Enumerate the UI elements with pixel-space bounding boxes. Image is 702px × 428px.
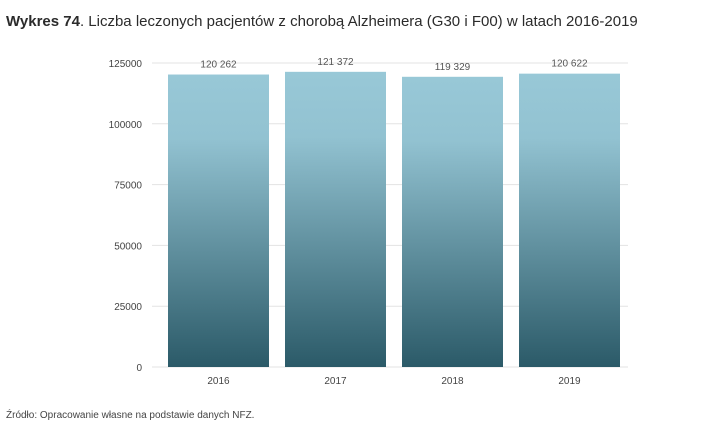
data-label: 120 262 bbox=[200, 60, 237, 71]
x-tick-label: 2018 bbox=[441, 376, 464, 387]
data-label: 121 372 bbox=[317, 57, 354, 68]
x-tick-label: 2019 bbox=[558, 376, 581, 387]
y-axis: 0 25000 50000 75000 100000 125000 bbox=[109, 59, 143, 374]
bar bbox=[285, 71, 386, 367]
x-axis: 2016 2017 2018 2019 bbox=[207, 376, 581, 387]
data-label: 119 329 bbox=[435, 62, 471, 73]
y-tick-label: 0 bbox=[136, 363, 142, 374]
bars bbox=[168, 71, 620, 368]
y-tick-label: 100000 bbox=[109, 120, 143, 131]
data-labels: 120 262 121 372 119 329 120 622 bbox=[200, 57, 588, 73]
y-tick-label: 125000 bbox=[109, 59, 143, 70]
bar bbox=[519, 73, 620, 368]
x-tick-label: 2017 bbox=[324, 376, 347, 387]
y-tick-label: 75000 bbox=[114, 181, 142, 192]
bar bbox=[402, 76, 503, 367]
y-tick-label: 25000 bbox=[114, 302, 142, 313]
data-label: 120 622 bbox=[551, 59, 588, 70]
source-note: Źródło: Opracowanie własne na podstawie … bbox=[6, 410, 255, 421]
chart-title-text: . Liczba leczonych pacjentów z chorobą A… bbox=[79, 13, 638, 30]
chart-title: Wykres 74. Liczba leczonych pacjentów z … bbox=[6, 13, 638, 30]
bar bbox=[168, 74, 269, 367]
chart-title-lead: Wykres 74 bbox=[6, 13, 80, 30]
x-tick-label: 2016 bbox=[207, 376, 230, 387]
y-tick-label: 50000 bbox=[114, 241, 142, 252]
